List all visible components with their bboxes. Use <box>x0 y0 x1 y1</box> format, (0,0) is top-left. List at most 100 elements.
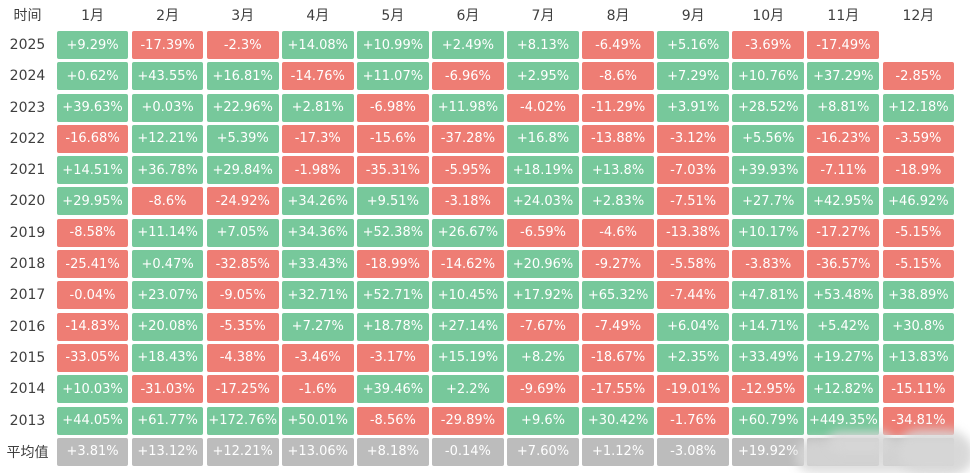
return-cell: +12.18% <box>882 93 955 122</box>
table-row-2016: 2016 -14.83% +20.08% -5.35% +7.27% +18.78% +27… <box>0 312 970 341</box>
return-cell: +2.2% <box>432 375 504 404</box>
return-cell: +23.07% <box>131 281 204 310</box>
return-cell: +37.29% <box>807 62 880 91</box>
return-cell: +19.92% <box>732 437 805 466</box>
return-cell: +7.60% <box>507 437 579 466</box>
return-cell: +33.49% <box>732 343 805 372</box>
return-cell: -17.27% <box>807 218 880 247</box>
return-cell: +43.55% <box>131 62 204 91</box>
return-cell: +30.42% <box>582 406 654 435</box>
return-cell: +14.51% <box>56 156 129 185</box>
return-cell: +5.42% <box>807 312 880 341</box>
return-cell: +5.56% <box>732 124 805 153</box>
return-cell: -18.67% <box>582 343 654 372</box>
table-row-2022: 2022 -16.68% +12.21% +5.39% -17.3% -15.6% -37.… <box>0 124 970 153</box>
table-body: 2025 +9.29% -17.39% -2.3% +14.08% +10.99% +2.4… <box>0 31 970 469</box>
return-cell: -3.46% <box>281 343 354 372</box>
return-cell: +50.01% <box>281 406 354 435</box>
return-cell: -37.28% <box>432 124 504 153</box>
return-cell: +11.07% <box>357 62 429 91</box>
row-cells: -14.83% +20.08% -5.35% +7.27% +18.78% +27.14%… <box>55 312 970 341</box>
year-label: 2020 <box>9 193 46 210</box>
return-cell: +36.78% <box>131 156 204 185</box>
return-cell: -15.6% <box>357 124 429 153</box>
return-cell: -17.49% <box>807 31 880 59</box>
return-cell: +7.27% <box>281 312 354 341</box>
return-cell: +7.05% <box>206 218 279 247</box>
return-cell: +18.78% <box>357 312 429 341</box>
return-cell: -3.12% <box>657 124 730 153</box>
return-cell: +34.36% <box>281 218 354 247</box>
return-cell: +1.12% <box>582 437 654 466</box>
month-header-3: 3月 <box>231 8 255 24</box>
return-cell: -14.62% <box>432 250 504 279</box>
return-cell: +53.48% <box>807 281 880 310</box>
row-cells: +44.05% +61.77% +172.76% +50.01% -8.56% -29.8… <box>55 406 970 435</box>
row-cells: -0.04% +23.07% -9.05% +32.71% +52.71% +10.45%… <box>55 281 970 310</box>
return-cell: -3.18% <box>432 187 504 216</box>
table-row-2013: 2013 +44.05% +61.77% +172.76% +50.01% -8.56% -… <box>0 406 970 435</box>
return-cell: -13.88% <box>582 124 654 153</box>
return-cell: +10.76% <box>732 62 805 91</box>
return-cell: -1.76% <box>657 406 730 435</box>
return-cell: +47.81% <box>732 281 805 310</box>
return-cell: +44.05% <box>56 406 129 435</box>
return-cell: -5.35% <box>206 312 279 341</box>
return-cell: -6.98% <box>357 93 429 122</box>
month-header-12: 12月 <box>902 8 935 24</box>
return-cell: +10.03% <box>56 375 129 404</box>
return-cell: +5.16% <box>657 31 730 59</box>
return-cell: +2.83% <box>582 187 654 216</box>
row-cells: -8.58% +11.14% +7.05% +34.36% +52.38% +26.67%… <box>55 218 970 247</box>
return-cell: -1.98% <box>281 156 354 185</box>
return-cell: +9.51% <box>357 187 429 216</box>
return-cell: +65.32% <box>582 281 654 310</box>
row-cells: -25.41% +0.47% -32.85% +33.43% -18.99% -14.62… <box>55 250 970 279</box>
return-cell: -3.69% <box>732 31 805 59</box>
return-cell: +5.39% <box>206 124 279 153</box>
return-cell: -9.27% <box>582 250 654 279</box>
month-header-5: 5月 <box>381 8 405 24</box>
return-cell: -14.76% <box>281 62 354 91</box>
return-cell: +14.71% <box>732 312 805 341</box>
return-cell: -31.03% <box>131 375 204 404</box>
average-row-label: 平均值 <box>6 444 49 461</box>
header-row: 时间 1月 2月 3月 4月 5月 6月 7月 8月 9月 10月 11月 12月 <box>0 2 970 28</box>
return-cell: -8.58% <box>56 218 129 247</box>
return-cell: +33.43% <box>281 250 354 279</box>
return-cell: -33.05% <box>56 343 129 372</box>
return-cell: -4.38% <box>206 343 279 372</box>
return-cell: +8.18% <box>357 437 429 466</box>
table-row-2025: 2025 +9.29% -17.39% -2.3% +14.08% +10.99% +2.4… <box>0 31 970 59</box>
return-cell: +19.27% <box>807 343 880 372</box>
table-row-2021: 2021 +14.51% +36.78% +29.84% -1.98% -35.31% -5… <box>0 156 970 185</box>
return-cell: -17.3% <box>281 124 354 153</box>
return-cell: -3.59% <box>882 124 955 153</box>
return-cell: +32.71% <box>281 281 354 310</box>
return-cell: +9.6% <box>507 406 579 435</box>
month-header-4: 4月 <box>306 8 330 24</box>
return-cell: +13.06% <box>281 437 354 466</box>
return-cell: +0.47% <box>131 250 204 279</box>
month-header-10: 10月 <box>752 8 785 24</box>
row-cells: +10.03% -31.03% -17.25% -1.6% +39.46% +2.2% -9… <box>55 375 970 404</box>
return-cell: -17.25% <box>206 375 279 404</box>
return-cell: +11.14% <box>131 218 204 247</box>
return-cell: -7.49% <box>582 312 654 341</box>
month-header-8: 8月 <box>606 8 630 24</box>
return-cell: -4.6% <box>582 218 654 247</box>
return-cell: +27.14% <box>432 312 504 341</box>
return-cell: -7.03% <box>657 156 730 185</box>
row-cells: +14.51% +36.78% +29.84% -1.98% -35.31% -5.95%… <box>55 156 970 185</box>
return-cell: -2.85% <box>882 62 955 91</box>
return-cell: -34.81% <box>882 406 955 435</box>
return-cell: -5.15% <box>882 250 955 279</box>
return-cell: +0.62% <box>56 62 129 91</box>
row-cells: +9.29% -17.39% -2.3% +14.08% +10.99% +2.49% +8… <box>55 31 970 59</box>
table-row-2023: 2023 +39.63% +0.03% +22.96% +2.81% -6.98% +11.… <box>0 93 970 122</box>
month-header-7: 7月 <box>531 8 555 24</box>
return-cell: +22.96% <box>206 93 279 122</box>
return-cell: +34.26% <box>281 187 354 216</box>
return-cell: -11.29% <box>582 93 654 122</box>
